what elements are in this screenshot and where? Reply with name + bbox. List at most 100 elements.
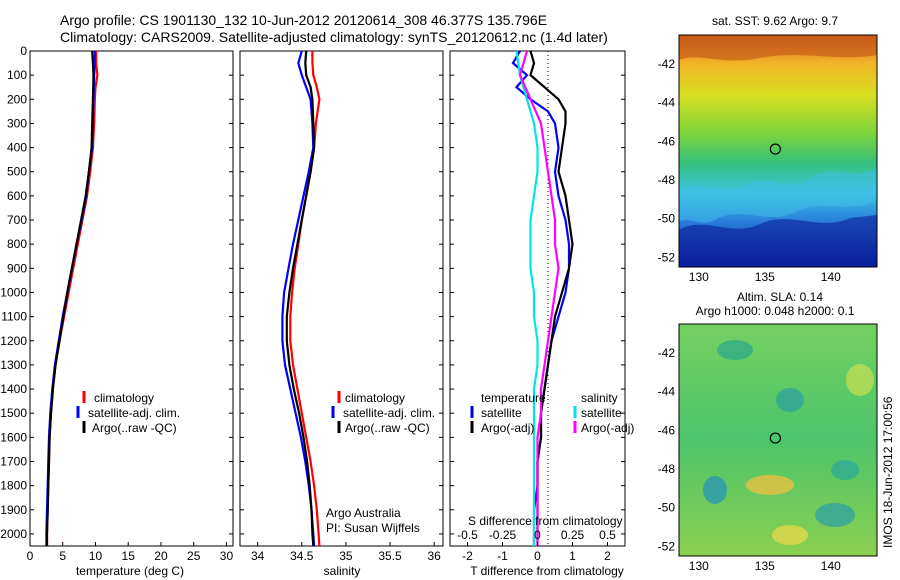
- x-tick-label: 35.5: [378, 549, 402, 563]
- figure-title-line1: Argo profile: CS 1901130_132 10-Jun-2012…: [60, 12, 548, 28]
- x-tick-label: -1: [497, 549, 508, 563]
- depth-tick-label: 2000: [0, 527, 27, 541]
- map-lat-label: -42: [658, 57, 676, 71]
- sla-eddy: [776, 388, 804, 412]
- difference-top-xlabel: S difference from climatology: [468, 514, 623, 528]
- map-lat-label: -48: [658, 173, 676, 187]
- sst-map-title: sat. SST: 9.62 Argo: 9.7: [712, 14, 838, 28]
- x-tick-label: 34: [251, 549, 265, 563]
- side-timestamp: IMOS 18-Jun-2012 17:00:56: [881, 396, 895, 548]
- map-lon-label: 130: [689, 270, 709, 284]
- x-tick-label: 36: [427, 549, 441, 563]
- sla-high: [846, 364, 874, 396]
- depth-tick-label: 400: [7, 141, 27, 155]
- depth-tick-label: 0: [20, 44, 27, 58]
- x-tick-label: 5: [59, 549, 66, 563]
- sla-eddy: [717, 340, 753, 360]
- series-line-salinity-satellite: [515, 51, 539, 546]
- x-tick-label: 1: [569, 549, 576, 563]
- map-lon-label: 130: [689, 559, 709, 573]
- sla-map-subtitle: Argo h1000: 0.048 h2000: 0.1: [696, 304, 855, 318]
- map-lat-label: -48: [658, 462, 676, 476]
- sla-high: [746, 475, 794, 495]
- legend-label-climatology: climatology: [94, 391, 154, 405]
- depth-tick-label: 200: [7, 92, 27, 106]
- map-lat-label: -44: [658, 96, 676, 110]
- x-tick-label: 0: [27, 549, 34, 563]
- x-tick-label: 10: [89, 549, 103, 563]
- x-tick-label: -2: [462, 549, 473, 563]
- sst-map: [678, 34, 878, 268]
- temperature-legend: climatology satellite-adj. clim. Argo(..…: [76, 391, 180, 435]
- s-diff-tick-label: 0.5: [599, 528, 616, 542]
- sla-map: [678, 323, 878, 557]
- legend-label-sal-argo: Argo(-adj): [581, 421, 634, 435]
- salinity-axes: [239, 50, 444, 547]
- legend-label-temp-satellite: satellite: [481, 406, 522, 420]
- figure-title-line2: Climatology: CARS2009. Satellite-adjuste…: [60, 29, 608, 45]
- map-lon-label: 135: [755, 270, 775, 284]
- series-line-climatology: [289, 51, 321, 546]
- sla-eddy: [815, 503, 855, 527]
- argo-location-marker: [769, 143, 781, 155]
- legend-label-temp-argo: Argo(-adj): [481, 421, 534, 435]
- legend-label-sal-satellite: satellite: [581, 406, 622, 420]
- temperature-axes: [29, 50, 234, 547]
- sla-map-frame: [678, 323, 878, 557]
- depth-tick-label: 1700: [0, 454, 27, 468]
- x-tick-label: 34.5: [290, 549, 314, 563]
- depth-tick-label: 1100: [1, 310, 27, 324]
- sla-map-title: Altim. SLA: 0.14: [737, 290, 823, 304]
- difference-legend: temperature salinity satellite Argo(-adj…: [470, 391, 634, 435]
- legend-label-climatology: climatology: [345, 391, 405, 405]
- legend-label-argo: Argo(..raw -QC): [92, 421, 177, 435]
- x-tick-label: 2: [604, 549, 611, 563]
- temperature-xlabel: temperature (deg C): [76, 564, 184, 578]
- sla-high: [772, 525, 808, 545]
- map-lat-label: -52: [658, 250, 676, 264]
- map-lat-label: -52: [658, 539, 676, 553]
- map-lon-label: 140: [821, 559, 841, 573]
- salinity-annotation-line1: Argo Australia: [326, 506, 401, 520]
- x-tick-label: 0: [534, 549, 541, 563]
- map-lat-label: -50: [658, 501, 676, 515]
- legend-title-salinity: salinity: [581, 391, 618, 405]
- map-lat-label: -42: [658, 346, 676, 360]
- difference-xlabel: T difference from climatology: [470, 564, 624, 578]
- series-line-argo-raw-qc: [45, 51, 95, 546]
- map-lon-label: 135: [755, 559, 775, 573]
- depth-tick-label: 900: [7, 261, 27, 275]
- salinity-xlabel: salinity: [324, 564, 361, 578]
- map-lat-label: -46: [658, 423, 676, 437]
- sst-front: [679, 168, 877, 223]
- x-tick-label: 30: [220, 549, 234, 563]
- series-line-salinity-argo-adj: [518, 51, 560, 546]
- depth-tick-label: 300: [7, 116, 27, 130]
- x-tick-label: 20: [154, 549, 168, 563]
- s-diff-tick-label: -0.25: [489, 528, 517, 542]
- sla-eddy: [703, 476, 727, 504]
- s-diff-tick-label: 0: [534, 528, 541, 542]
- s-diff-tick-label: 0.25: [561, 528, 585, 542]
- depth-tick-label: 1800: [0, 479, 27, 493]
- legend-label-argo: Argo(..raw -QC): [345, 421, 430, 435]
- depth-tick-label: 1600: [0, 430, 27, 444]
- argo-location-marker: [769, 432, 781, 444]
- sst-warm-water: [679, 35, 877, 61]
- x-tick-label: 15: [122, 549, 136, 563]
- depth-tick-label: 1000: [0, 285, 27, 299]
- depth-tick-label: 800: [7, 237, 27, 251]
- depth-tick-label: 700: [7, 213, 27, 227]
- sst-map-frame: [678, 34, 878, 268]
- depth-tick-label: 100: [7, 68, 27, 82]
- s-diff-tick-label: -0.5: [457, 528, 478, 542]
- legend-label-satellite-adj: satellite-adj. clim.: [343, 406, 435, 420]
- depth-tick-label: 600: [7, 189, 27, 203]
- map-lat-label: -50: [658, 212, 676, 226]
- x-tick-label: 25: [187, 549, 201, 563]
- map-lat-label: -44: [658, 385, 676, 399]
- series-line-satellite-adj-clim: [281, 51, 316, 546]
- legend-title-temperature: temperature: [481, 391, 546, 405]
- salinity-legend: climatology satellite-adj. clim. Argo(..…: [331, 391, 435, 435]
